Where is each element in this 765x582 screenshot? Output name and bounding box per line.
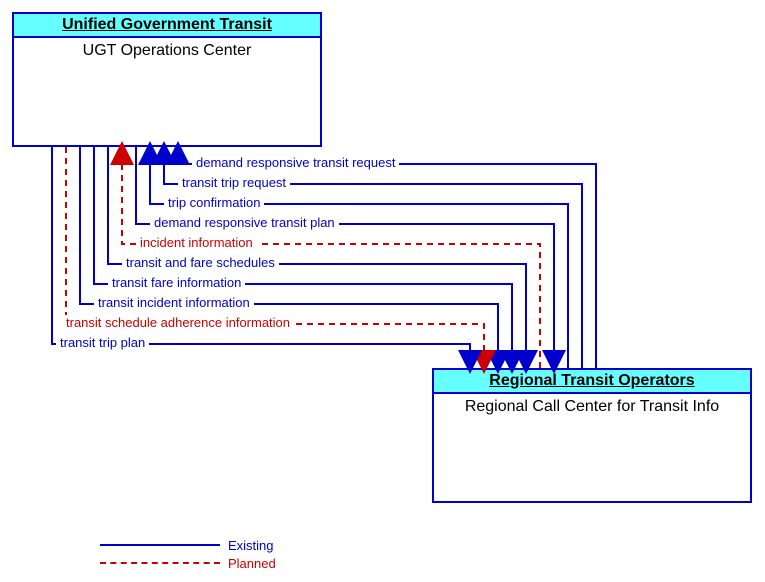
node-regional: Regional Transit Operators Regional Call…	[432, 368, 752, 503]
flow-label-f9: transit schedule adherence information	[62, 315, 294, 330]
node-regional-body: Regional Call Center for Transit Info	[434, 394, 750, 420]
flow-label-f3: trip confirmation	[164, 195, 264, 210]
flow-label-f4: demand responsive transit plan	[150, 215, 339, 230]
node-regional-header: Regional Transit Operators	[434, 370, 750, 394]
flow-label-f10: transit trip plan	[56, 335, 149, 350]
flow-label-f8: transit incident information	[94, 295, 254, 310]
flow-label-f1: demand responsive transit request	[192, 155, 399, 170]
legend-line-existing	[100, 544, 220, 546]
legend-line-planned	[100, 562, 220, 564]
legend-label-planned: Planned	[228, 556, 276, 571]
node-ugt-header: Unified Government Transit	[14, 14, 320, 38]
node-ugt-body: UGT Operations Center	[14, 38, 320, 64]
legend: Existing Planned	[100, 536, 276, 572]
flow-label-f7: transit fare information	[108, 275, 245, 290]
node-ugt: Unified Government Transit UGT Operation…	[12, 12, 322, 147]
flow-label-f5: incident information	[136, 235, 257, 250]
flow-label-f2: transit trip request	[178, 175, 290, 190]
legend-label-existing: Existing	[228, 538, 274, 553]
legend-planned: Planned	[100, 554, 276, 572]
legend-existing: Existing	[100, 536, 276, 554]
flow-label-f6: transit and fare schedules	[122, 255, 279, 270]
